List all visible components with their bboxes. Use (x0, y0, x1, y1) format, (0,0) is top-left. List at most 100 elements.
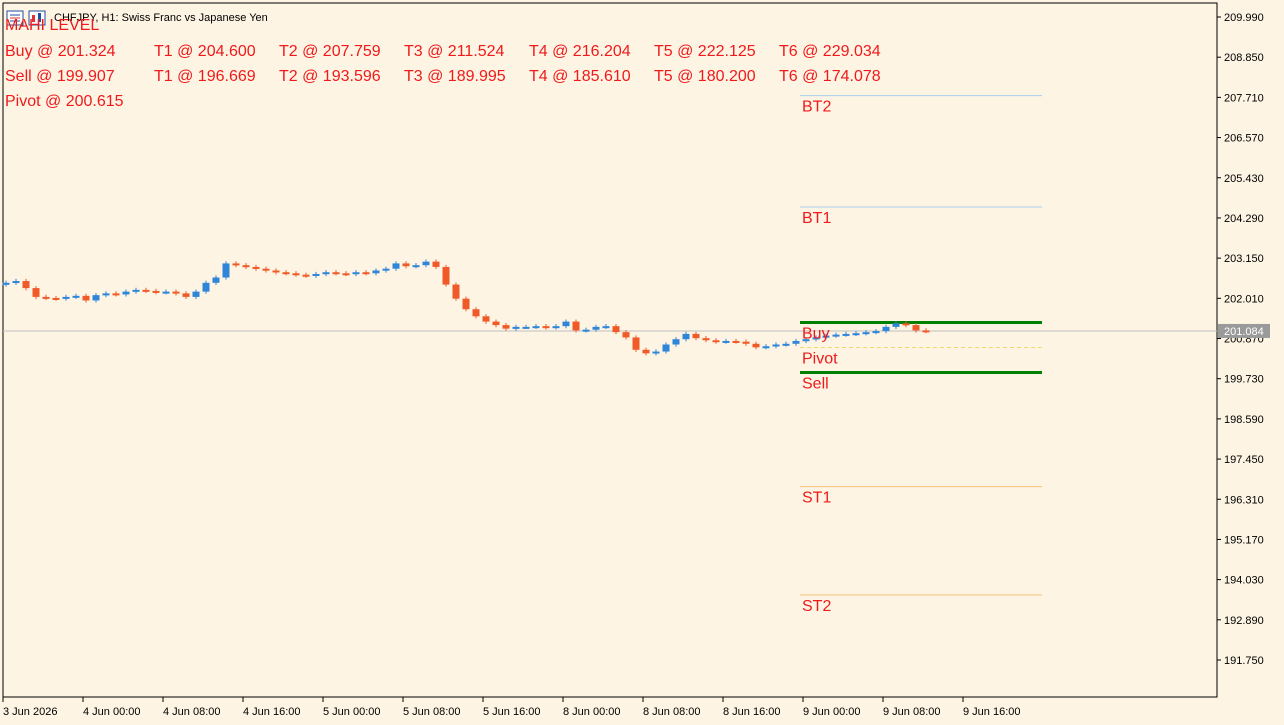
candle-body (752, 343, 760, 348)
candle-body (42, 296, 50, 299)
candle-body (602, 326, 610, 329)
candle-body (612, 326, 620, 333)
candle-body (482, 316, 490, 322)
buy-t1-level: T1 @ 204.600 (154, 43, 256, 60)
y-tick-label: 206.570 (1224, 133, 1264, 145)
x-tick-label: 8 Jun 00:00 (563, 706, 621, 718)
candle-body (262, 268, 270, 271)
candle-body (312, 273, 320, 276)
candle-body (132, 289, 140, 292)
y-tick-label: 207.710 (1224, 92, 1264, 104)
candle-body (72, 295, 80, 298)
level-labels: BT2 BT1 Buy Pivot Sell ST1 ST2 (802, 99, 838, 615)
current-price-label: 201.084 (1224, 326, 1264, 338)
x-tick-label: 9 Jun 08:00 (883, 706, 941, 718)
level-label-st2: ST2 (802, 598, 831, 615)
candle-body (112, 293, 120, 296)
candle-body (32, 288, 40, 297)
candle-body (392, 263, 400, 269)
candle-body (772, 344, 780, 347)
indicator-icon[interactable] (28, 10, 46, 26)
candle-body (832, 334, 840, 337)
candle-body (332, 272, 340, 275)
candle-body (252, 266, 260, 269)
candle-body (222, 263, 230, 278)
candle-body (542, 326, 550, 329)
y-tick-label: 202.010 (1224, 293, 1264, 305)
candle-body (212, 277, 220, 283)
candle-body (402, 263, 410, 267)
candle-body (912, 325, 920, 331)
current-price-badge (1218, 323, 1270, 338)
y-tick-label: 208.850 (1224, 52, 1264, 64)
y-tick-label: 198.590 (1224, 414, 1264, 426)
y-tick-label: 195.170 (1224, 534, 1264, 546)
x-tick-label: 5 Jun 00:00 (323, 706, 381, 718)
sell-t2-level: T2 @ 193.596 (279, 68, 381, 85)
level-label-st1: ST1 (802, 490, 831, 507)
candle-body (732, 340, 740, 343)
plot-area (2, 2, 1218, 698)
candle-body (382, 268, 390, 271)
candle-body (302, 274, 310, 277)
candle-body (242, 265, 250, 268)
sell-t5-level: T5 @ 180.200 (654, 68, 756, 85)
candle-body (322, 272, 330, 275)
sell-t1-level: T1 @ 196.669 (154, 68, 256, 85)
candle-body (2, 282, 10, 285)
candle-body (202, 282, 210, 292)
candle-body (762, 346, 770, 349)
candle-body (62, 296, 70, 299)
buy-level: Buy @ 201.324 (5, 43, 116, 60)
level-label-sell: Sell (802, 375, 829, 392)
candle-body (642, 349, 650, 354)
candle-body (562, 321, 570, 327)
sell-t4-level: T4 @ 185.610 (529, 68, 631, 85)
candle-body (472, 309, 480, 317)
current-price-tag: 201.084 (1218, 323, 1270, 338)
candle-body (532, 326, 540, 329)
candle-body (822, 335, 830, 338)
x-tick-label: 9 Jun 16:00 (963, 706, 1021, 718)
candle-body (722, 340, 730, 343)
y-tick-label: 205.430 (1224, 173, 1264, 185)
candle-body (182, 293, 190, 297)
y-tick-label: 209.990 (1224, 12, 1264, 24)
buy-t5-level: T5 @ 222.125 (654, 43, 756, 60)
pivot-level: Pivot @ 200.615 (5, 93, 124, 110)
y-tick-label: 197.450 (1224, 454, 1264, 466)
candle-body (92, 295, 100, 301)
indicator-title: MAHI LEVEL (5, 17, 100, 34)
candle-body (782, 343, 790, 346)
x-tick-label: 5 Jun 08:00 (403, 706, 461, 718)
candle-body (152, 290, 160, 293)
y-tick-label: 192.890 (1224, 615, 1264, 627)
chart-list-icon[interactable] (6, 10, 24, 26)
candle-body (662, 344, 670, 352)
candle-body (582, 329, 590, 332)
candle-body (622, 332, 630, 338)
x-tick-label: 4 Jun 16:00 (243, 706, 301, 718)
candle-body (742, 341, 750, 344)
sell-t3-level: T3 @ 189.995 (404, 68, 506, 85)
candle-body (442, 266, 450, 285)
candle-body (122, 291, 130, 295)
candle-body (902, 323, 910, 326)
candle-body (432, 261, 440, 267)
candle-body (412, 265, 420, 268)
x-tick-label: 4 Jun 08:00 (163, 706, 221, 718)
x-tick-label: 4 Jun 00:00 (83, 706, 141, 718)
candle-body (852, 333, 860, 336)
y-tick-label: 204.290 (1224, 213, 1264, 225)
x-tick-label: 9 Jun 00:00 (803, 706, 861, 718)
candle-body (922, 330, 930, 333)
candle-body (162, 291, 170, 294)
candle-body (142, 289, 150, 292)
candle-body (22, 281, 30, 289)
candle-body (272, 270, 280, 273)
price-axis: 209.990 208.850 207.710 206.570 205.430 204.2… (1217, 12, 1264, 667)
buy-t6-level: T6 @ 229.034 (779, 43, 881, 60)
candle-body (572, 321, 580, 331)
candle-body (892, 323, 900, 327)
